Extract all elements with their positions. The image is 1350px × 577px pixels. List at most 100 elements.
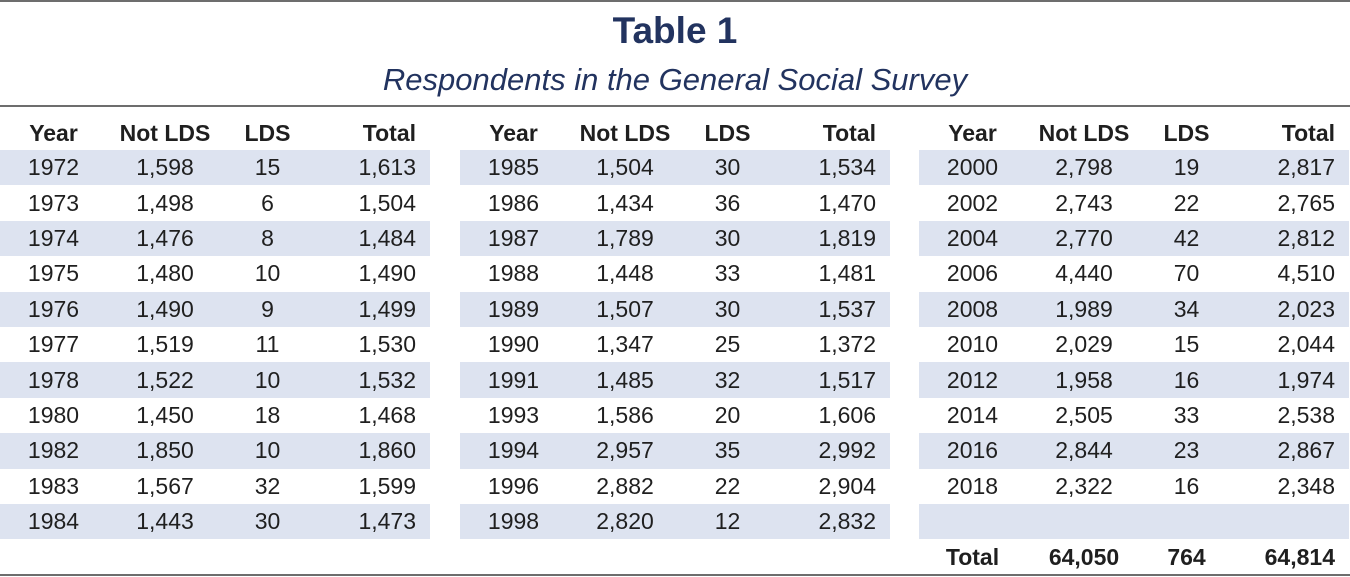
- not-lds-cell: 1,989: [1055, 295, 1113, 322]
- not-lds-cell: 1,507: [596, 295, 654, 322]
- not-lds-cell: 1,443: [136, 508, 194, 535]
- table-block-1: Year Not LDS LDS Total 1972 1,598 15 1,613 1973 1…: [0, 116, 430, 540]
- total-cell: 1,468: [358, 401, 416, 428]
- table-row: 2016 2,844 23 2,867: [919, 433, 1349, 469]
- lds-cell: 42: [1173, 224, 1200, 251]
- year-cell: 1974: [27, 224, 80, 251]
- lds-cell: 25: [714, 331, 741, 358]
- not-lds-cell: 1,450: [136, 401, 194, 428]
- column-header: Not LDS: [119, 119, 211, 146]
- table-row: 1982 1,850 10 1,860: [0, 433, 430, 469]
- year-cell: 1996: [487, 472, 540, 499]
- lds-cell: 12: [714, 508, 741, 535]
- table-row: 2004 2,770 42 2,812: [919, 220, 1349, 257]
- header-row: Year Not LDS LDS Total: [0, 116, 430, 150]
- year-cell: 2016: [946, 437, 999, 464]
- year-cell: 1977: [27, 331, 80, 358]
- lds-cell: 8: [261, 224, 274, 251]
- lds-cell: 15: [254, 154, 281, 181]
- header-row: Year Not LDS LDS Total: [919, 116, 1349, 150]
- year-cell: 2002: [946, 189, 999, 216]
- column-header: Year: [948, 119, 997, 146]
- year-cell: 2018: [946, 472, 999, 499]
- table-block-2: Year Not LDS LDS Total 1985 1,504 30 1,534 1986 1…: [460, 116, 890, 540]
- lds-cell: 10: [254, 437, 281, 464]
- lds-cell: 33: [1173, 401, 1200, 428]
- not-lds-cell: 2,882: [596, 472, 654, 499]
- table-row: 1991 1,485 32 1,517: [460, 362, 890, 398]
- lds-cell: 10: [254, 366, 281, 393]
- column-header: Year: [489, 119, 538, 146]
- not-lds-cell: 2,505: [1055, 401, 1113, 428]
- total-cell: 1,532: [358, 366, 416, 393]
- not-lds-cell: 2,770: [1055, 224, 1113, 251]
- column-header: Not LDS: [1038, 119, 1130, 146]
- table-subtitle: Respondents in the General Social Survey: [382, 62, 968, 97]
- table-row: 1989 1,507 30 1,537: [460, 291, 890, 327]
- lds-cell: 32: [714, 366, 741, 393]
- not-lds-cell: 2,322: [1055, 472, 1113, 499]
- total-cell: 1,504: [358, 189, 416, 216]
- column-header: LDS: [704, 119, 751, 146]
- total-cell: 2,867: [1277, 437, 1335, 464]
- year-cell: 2012: [946, 366, 999, 393]
- table-row: 1975 1,480 10 1,490: [0, 256, 430, 291]
- not-lds-cell: 1,850: [136, 437, 194, 464]
- lds-cell: 30: [714, 154, 741, 181]
- total-cell: 2,348: [1277, 472, 1335, 499]
- lds-cell: 10: [254, 260, 281, 287]
- not-lds-cell: 2,743: [1055, 189, 1113, 216]
- year-cell: 2006: [946, 260, 999, 287]
- total-cell: 1,819: [818, 224, 876, 251]
- not-lds-cell: 1,498: [136, 189, 194, 216]
- column-header: Total: [362, 119, 416, 146]
- lds-cell: 30: [254, 508, 281, 535]
- year-cell: 2004: [946, 224, 999, 251]
- not-lds-cell: 1,490: [136, 295, 194, 322]
- grand-total-row: Total 64,050 764 64,814: [919, 541, 1349, 574]
- table-row: 2018 2,322 16 2,348: [919, 469, 1349, 504]
- table-row: 2000 2,798 19 2,817: [919, 150, 1349, 186]
- not-lds-cell: 1,347: [596, 331, 654, 358]
- total-cell: 2,904: [818, 472, 876, 499]
- table-row: 1988 1,448 33 1,481: [460, 256, 890, 291]
- year-cell: 1983: [27, 472, 80, 499]
- total-not-lds: 64,050: [1048, 544, 1120, 570]
- total-label: Total: [945, 544, 1000, 570]
- year-cell: 1987: [487, 224, 540, 251]
- not-lds-cell: 2,957: [596, 437, 654, 464]
- table-row: 1994 2,957 35 2,992: [460, 433, 890, 469]
- total-cell: 2,992: [818, 437, 876, 464]
- table-row: 1996 2,882 22 2,904: [460, 469, 890, 504]
- year-cell: 1988: [487, 260, 540, 287]
- total-cell: 1,534: [818, 154, 876, 181]
- year-cell: 1991: [487, 366, 540, 393]
- not-lds-cell: 1,598: [136, 154, 194, 181]
- year-cell: 1986: [487, 189, 540, 216]
- lds-cell: 19: [1173, 154, 1200, 181]
- table-row: 1976 1,490 9 1,499: [0, 291, 430, 327]
- total-cell: 1,490: [358, 260, 416, 287]
- year-cell: 2014: [946, 401, 999, 428]
- lds-cell: 11: [255, 331, 280, 358]
- lds-cell: 23: [1173, 437, 1200, 464]
- not-lds-cell: 1,519: [136, 331, 194, 358]
- not-lds-cell: 2,798: [1055, 154, 1113, 181]
- not-lds-cell: 1,448: [596, 260, 654, 287]
- table-row: 1978 1,522 10 1,532: [0, 362, 430, 398]
- table-row: 1972 1,598 15 1,613: [0, 150, 430, 186]
- not-lds-cell: 1,586: [596, 401, 654, 428]
- not-lds-cell: 2,844: [1055, 437, 1113, 464]
- lds-cell: 22: [1173, 189, 1200, 216]
- lds-cell: 22: [714, 472, 741, 499]
- total-cell: 2,023: [1277, 295, 1335, 322]
- total-cell: 2,044: [1277, 331, 1335, 358]
- table-row: 2012 1,958 16 1,974: [919, 362, 1349, 398]
- not-lds-cell: 2,029: [1055, 331, 1113, 358]
- table-block-3: Year Not LDS LDS Total 2000 2,798 19 2,817 2002 2…: [919, 116, 1349, 540]
- table-row: 1984 1,443 30 1,473: [0, 503, 430, 540]
- not-lds-cell: 1,567: [136, 472, 194, 499]
- table-title: Table 1: [612, 10, 738, 51]
- year-cell: 2008: [946, 295, 999, 322]
